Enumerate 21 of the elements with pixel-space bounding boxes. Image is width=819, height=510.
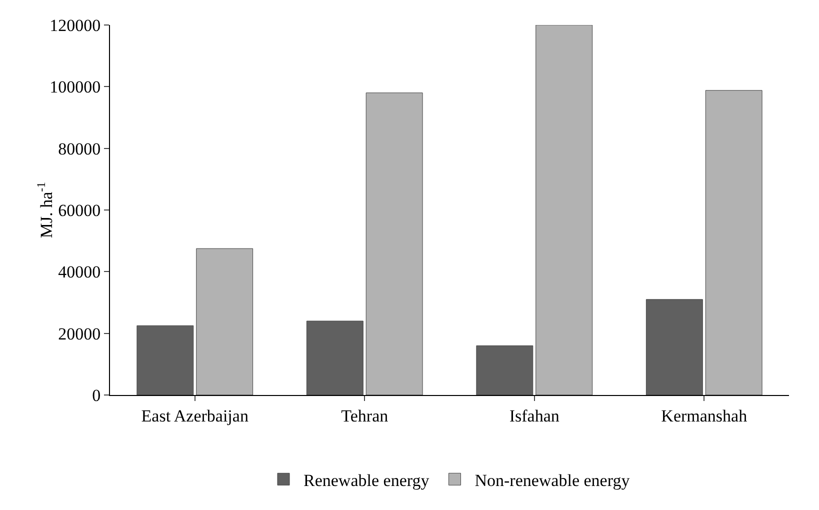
x-tick-label: Isfahan	[509, 406, 560, 426]
bar	[476, 345, 534, 395]
y-tick-label: 40000	[58, 262, 101, 282]
bar	[196, 248, 254, 395]
y-tick-label: 0	[92, 386, 101, 405]
bar	[366, 92, 423, 395]
x-tick-label: Kermanshah	[661, 406, 748, 426]
y-tick-label: 100000	[50, 78, 101, 97]
y-tick-label: 60000	[58, 200, 101, 220]
bar	[646, 299, 703, 395]
bar	[705, 90, 762, 395]
legend-label: Non-renewable energy	[474, 470, 630, 490]
x-tick-label: East Azerbaijan	[141, 406, 249, 426]
x-tick-label: Tehran	[341, 406, 389, 426]
bar	[306, 320, 364, 395]
bar	[136, 325, 194, 395]
y-tick-label: 80000	[58, 139, 101, 158]
legend-label: Renewable energy	[304, 470, 430, 490]
y-tick-label: 20000	[58, 324, 101, 344]
y-tick-label: 120000	[50, 16, 101, 35]
bar	[536, 25, 593, 395]
